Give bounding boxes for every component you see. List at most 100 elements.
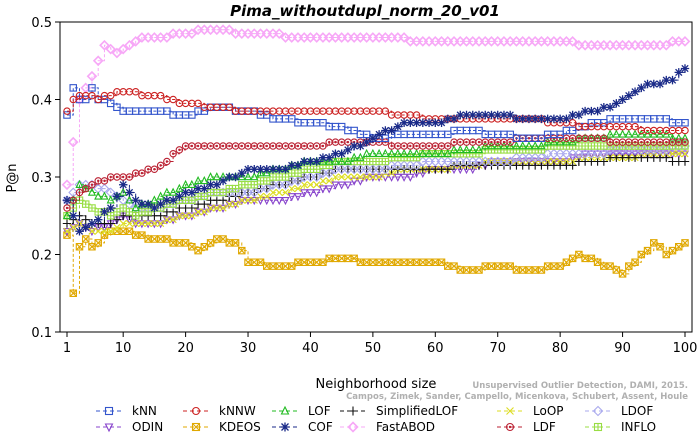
data-point — [200, 192, 209, 201]
credit-line-2: Campos, Zimek, Sander, Campello, Micenko… — [346, 392, 688, 402]
data-point — [81, 200, 90, 208]
data-point — [118, 180, 128, 189]
data-point — [156, 199, 165, 209]
series-line — [67, 29, 685, 186]
data-point — [575, 142, 583, 150]
data-point — [356, 141, 365, 151]
data-point — [124, 39, 135, 51]
data-point — [112, 215, 122, 224]
data-point — [94, 227, 102, 235]
data-point — [187, 188, 197, 197]
data-point — [67, 136, 79, 148]
legend-label: LoOP — [533, 404, 564, 418]
data-point — [456, 110, 465, 120]
data-point — [343, 181, 352, 190]
data-point — [612, 266, 621, 274]
data-point — [412, 148, 421, 157]
data-point — [375, 173, 383, 181]
data-point — [125, 195, 134, 204]
data-point — [250, 258, 259, 266]
data-point — [61, 179, 73, 191]
data-point — [231, 200, 240, 208]
data-point — [393, 148, 402, 157]
data-point — [156, 235, 165, 243]
data-point — [157, 219, 165, 228]
data-point — [313, 181, 321, 189]
data-point — [681, 150, 689, 158]
data-point — [450, 262, 458, 270]
data-point — [138, 231, 146, 239]
data-point — [618, 150, 627, 159]
data-point — [249, 187, 260, 198]
data-point — [219, 188, 227, 197]
data-point — [106, 195, 115, 204]
data-point — [337, 254, 346, 263]
data-point — [312, 142, 321, 150]
data-point — [94, 239, 102, 247]
data-point — [593, 106, 602, 116]
data-point — [219, 204, 227, 212]
data-point — [150, 165, 159, 174]
data-point — [138, 219, 146, 228]
data-point — [631, 122, 639, 131]
data-point — [163, 107, 171, 115]
data-point — [306, 165, 315, 174]
data-point — [243, 165, 253, 174]
data-point — [269, 173, 277, 181]
data-point — [331, 173, 340, 181]
data-point — [312, 157, 321, 166]
data-point — [356, 152, 365, 161]
data-point — [456, 266, 465, 274]
data-point — [163, 235, 171, 243]
data-point — [568, 154, 577, 163]
data-point — [191, 406, 201, 416]
data-point — [555, 114, 565, 124]
data-point — [487, 110, 496, 120]
data-point — [624, 91, 634, 100]
x-tick-label: 90 — [614, 341, 631, 356]
y-axis-label: P@n — [5, 163, 20, 192]
data-point — [506, 130, 514, 139]
data-point — [106, 203, 115, 213]
data-point — [650, 239, 658, 247]
data-point — [381, 157, 390, 166]
data-point — [506, 407, 514, 415]
data-point — [337, 122, 346, 131]
data-point — [319, 142, 327, 150]
data-point — [568, 126, 577, 135]
data-point — [88, 91, 96, 100]
data-point — [512, 141, 521, 150]
data-point — [112, 192, 122, 201]
legend-label: KDEOS — [219, 420, 261, 434]
data-point — [169, 187, 178, 196]
data-point — [431, 148, 440, 157]
data-point — [181, 188, 190, 197]
data-point — [175, 212, 183, 220]
data-point — [163, 216, 171, 224]
data-point — [325, 177, 333, 185]
data-point — [287, 193, 296, 202]
x-tick-label: 10 — [115, 341, 132, 356]
data-point — [212, 172, 221, 181]
data-point — [637, 150, 646, 159]
data-point — [437, 118, 446, 127]
data-point — [244, 196, 252, 204]
data-point — [250, 165, 259, 174]
data-point — [518, 114, 527, 124]
data-point — [194, 99, 202, 108]
data-point — [175, 212, 184, 221]
legend-item-kdeos: KDEOS — [183, 420, 261, 434]
data-point — [131, 88, 140, 96]
data-point — [681, 138, 689, 146]
data-point — [425, 142, 433, 150]
data-point — [681, 119, 689, 127]
data-point — [175, 146, 184, 154]
data-point — [537, 134, 546, 143]
legend-item-loop: LoOP — [497, 404, 564, 418]
data-point — [100, 227, 109, 235]
data-point — [618, 129, 627, 138]
data-point — [468, 110, 477, 120]
data-point — [568, 110, 577, 120]
data-point — [223, 24, 235, 36]
data-point — [680, 150, 690, 159]
